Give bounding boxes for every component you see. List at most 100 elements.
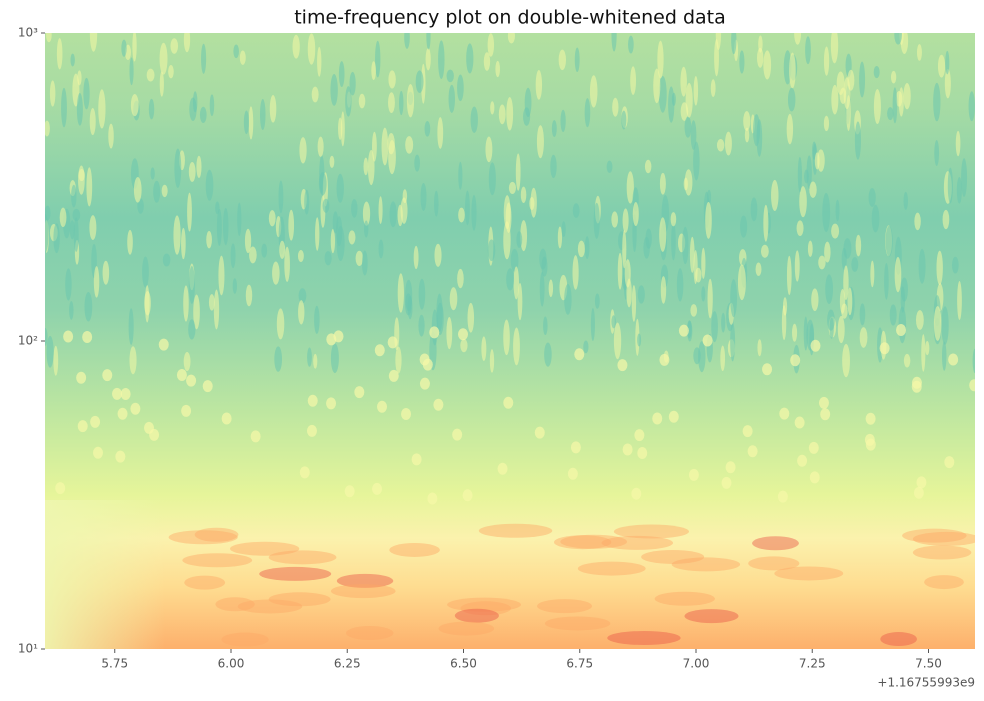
texture bbox=[485, 136, 493, 163]
texture bbox=[83, 77, 90, 110]
texture bbox=[194, 527, 239, 542]
texture bbox=[127, 229, 133, 255]
texture bbox=[250, 430, 261, 443]
texture bbox=[823, 115, 830, 132]
texture bbox=[687, 320, 693, 342]
texture bbox=[249, 246, 257, 264]
texture bbox=[755, 262, 762, 276]
texture bbox=[831, 223, 840, 239]
texture bbox=[102, 260, 110, 285]
texture bbox=[652, 412, 663, 425]
texture bbox=[148, 98, 155, 120]
y-tick-label: 10² bbox=[18, 334, 38, 348]
texture bbox=[796, 220, 804, 237]
texture bbox=[896, 324, 907, 337]
texture bbox=[506, 96, 514, 131]
texture bbox=[693, 76, 699, 106]
texture bbox=[449, 287, 458, 311]
y-tick-label: 10³ bbox=[18, 26, 38, 40]
texture bbox=[457, 328, 468, 341]
texture bbox=[814, 152, 820, 170]
texture bbox=[534, 426, 545, 439]
texture bbox=[108, 123, 114, 149]
texture bbox=[153, 180, 161, 203]
texture bbox=[637, 285, 645, 304]
texture bbox=[748, 556, 800, 571]
texture bbox=[426, 33, 431, 50]
texture bbox=[955, 130, 961, 157]
texture bbox=[707, 278, 713, 319]
texture bbox=[791, 323, 798, 342]
texture bbox=[317, 136, 324, 157]
texture bbox=[76, 93, 83, 126]
texture bbox=[805, 36, 811, 65]
texture bbox=[149, 428, 160, 441]
texture bbox=[961, 158, 968, 197]
texture bbox=[561, 221, 566, 238]
texture bbox=[941, 306, 949, 345]
texture bbox=[465, 190, 470, 226]
texture bbox=[529, 197, 535, 211]
texture bbox=[349, 71, 356, 96]
texture bbox=[543, 316, 548, 336]
texture bbox=[419, 377, 430, 390]
texture bbox=[933, 305, 942, 341]
texture bbox=[739, 50, 745, 74]
texture bbox=[488, 162, 496, 196]
texture bbox=[378, 196, 383, 224]
texture bbox=[427, 492, 438, 505]
texture bbox=[854, 121, 861, 160]
texture bbox=[945, 50, 950, 75]
texture bbox=[903, 353, 911, 368]
texture bbox=[326, 333, 337, 346]
texture bbox=[807, 240, 813, 257]
texture bbox=[452, 428, 463, 441]
texture bbox=[45, 120, 50, 137]
texture bbox=[201, 43, 207, 74]
texture bbox=[188, 319, 196, 340]
texture bbox=[747, 445, 758, 458]
texture bbox=[413, 245, 419, 270]
texture bbox=[76, 371, 87, 384]
texture bbox=[221, 632, 269, 647]
texture bbox=[489, 349, 495, 373]
texture bbox=[914, 212, 921, 231]
texture bbox=[693, 347, 701, 365]
texture bbox=[684, 609, 739, 624]
texture bbox=[560, 534, 628, 549]
texture bbox=[322, 198, 330, 213]
texture bbox=[84, 291, 93, 322]
texture bbox=[911, 380, 922, 393]
texture bbox=[513, 266, 519, 300]
texture bbox=[205, 169, 214, 201]
texture bbox=[434, 190, 439, 217]
texture bbox=[330, 343, 339, 374]
texture bbox=[868, 188, 876, 207]
texture bbox=[351, 199, 358, 218]
texture bbox=[898, 87, 904, 117]
texture bbox=[69, 301, 74, 320]
texture bbox=[523, 107, 531, 126]
texture bbox=[344, 485, 355, 498]
texture bbox=[567, 467, 578, 480]
texture bbox=[873, 89, 881, 125]
texture bbox=[671, 557, 741, 572]
texture bbox=[90, 415, 101, 428]
texture bbox=[232, 278, 237, 294]
texture bbox=[968, 91, 975, 122]
texture bbox=[314, 305, 320, 334]
texture bbox=[56, 38, 63, 70]
texture bbox=[292, 34, 300, 59]
texture bbox=[209, 94, 215, 117]
texture bbox=[657, 40, 664, 79]
texture bbox=[478, 523, 553, 538]
texture bbox=[859, 303, 866, 326]
texture bbox=[957, 281, 962, 321]
texture bbox=[698, 341, 706, 373]
texture bbox=[297, 249, 304, 263]
texture bbox=[916, 476, 927, 489]
texture bbox=[187, 192, 192, 232]
texture bbox=[199, 106, 207, 124]
texture bbox=[560, 109, 566, 133]
texture bbox=[276, 308, 285, 340]
